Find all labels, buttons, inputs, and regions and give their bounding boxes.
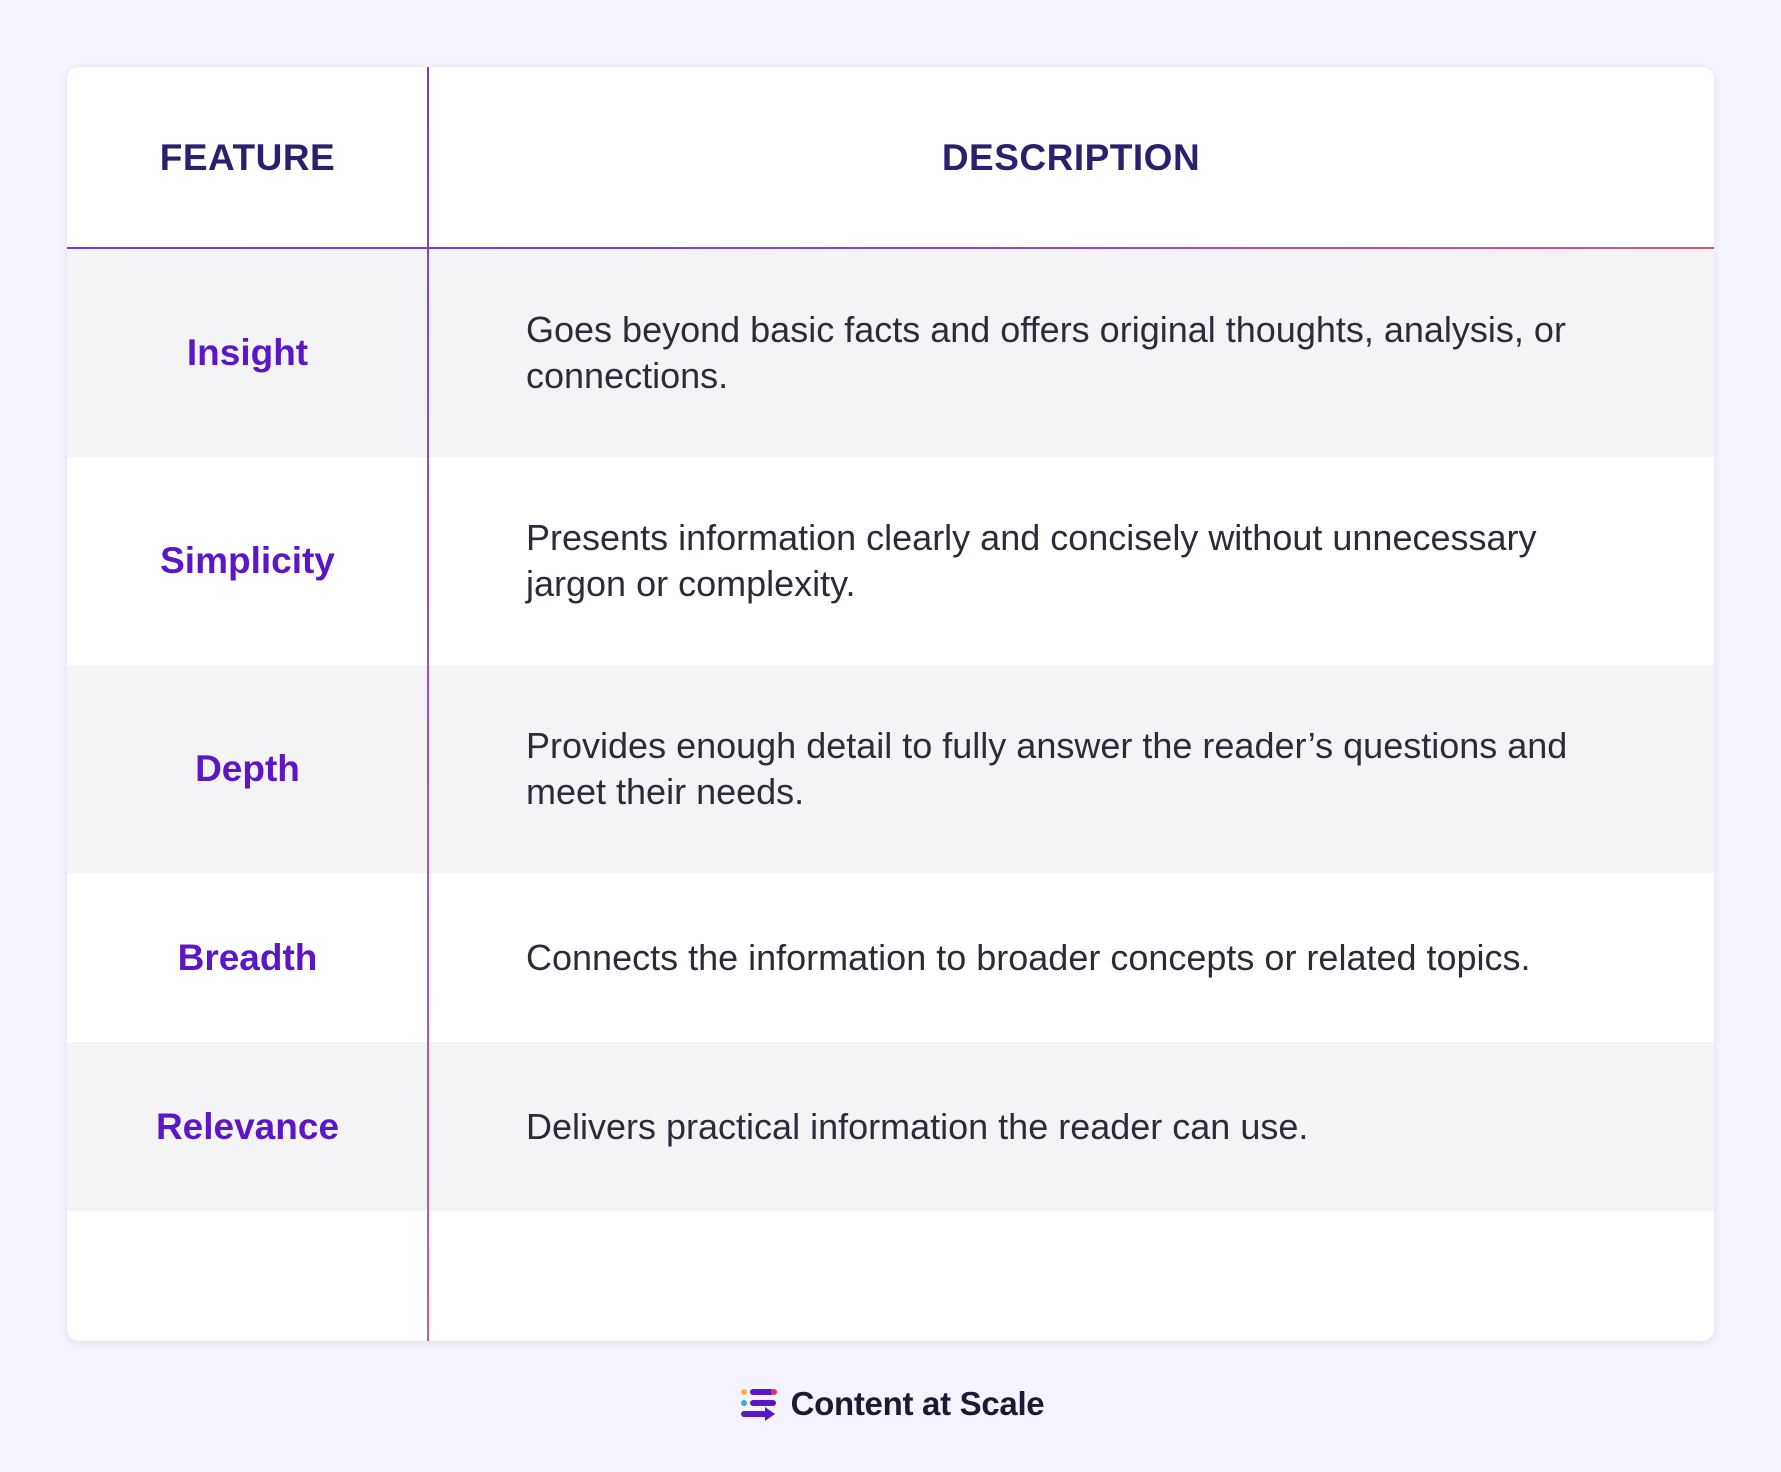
feature-cell: Simplicity: [67, 457, 428, 665]
feature-description: Provides enough detail to fully answer t…: [526, 725, 1568, 812]
table-row: Breadth Connects the information to broa…: [67, 873, 1714, 1042]
description-cell: Goes beyond basic facts and offers origi…: [428, 249, 1714, 457]
header-feature-cell: FEATURE: [67, 67, 428, 248]
table-body: Insight Goes beyond basic facts and offe…: [67, 249, 1714, 1211]
feature-description: Delivers practical information the reade…: [526, 1105, 1309, 1147]
header-description-label: DESCRIPTION: [941, 136, 1201, 178]
feature-description: Connects the information to broader conc…: [526, 936, 1531, 978]
feature-description: Goes beyond basic facts and offers origi…: [526, 309, 1566, 396]
feature-name: Simplicity: [160, 540, 335, 581]
feature-name: Relevance: [155, 1105, 340, 1147]
description-cell: Provides enough detail to fully answer t…: [428, 665, 1714, 873]
content-at-scale-logo-icon: [740, 1389, 777, 1421]
header-feature-label: FEATURE: [159, 136, 336, 178]
table-row: Relevance Delivers practical information…: [67, 1042, 1714, 1211]
table-header: FEATURE DESCRIPTION: [67, 67, 1714, 248]
feature-cell: Breadth: [67, 873, 428, 1042]
feature-table: FEATURE DESCRIPTION Insight Goes beyond …: [67, 67, 1714, 1341]
description-cell: Delivers practical information the reade…: [428, 1042, 1714, 1211]
description-cell: Connects the information to broader conc…: [428, 873, 1714, 1042]
feature-cell: Relevance: [67, 1042, 428, 1211]
feature-name: Breadth: [177, 936, 318, 978]
feature-cell: Insight: [67, 249, 428, 457]
feature-cell: Depth: [67, 665, 428, 873]
feature-name: Depth: [195, 748, 300, 789]
feature-name: Insight: [186, 332, 309, 373]
header-description-cell: DESCRIPTION: [428, 67, 1714, 248]
description-cell: Presents information clearly and concise…: [428, 457, 1714, 665]
brand-footer: Content at Scale: [0, 1383, 1781, 1425]
brand-name: Content at Scale: [790, 1385, 1045, 1422]
feature-description: Presents information clearly and concise…: [526, 517, 1537, 604]
header-divider: [67, 247, 1714, 249]
table-row: Insight Goes beyond basic facts and offe…: [67, 249, 1714, 457]
table-row: Depth Provides enough detail to fully an…: [67, 665, 1714, 873]
table-row: Simplicity Presents information clearly …: [67, 457, 1714, 665]
column-divider: [427, 67, 429, 1341]
